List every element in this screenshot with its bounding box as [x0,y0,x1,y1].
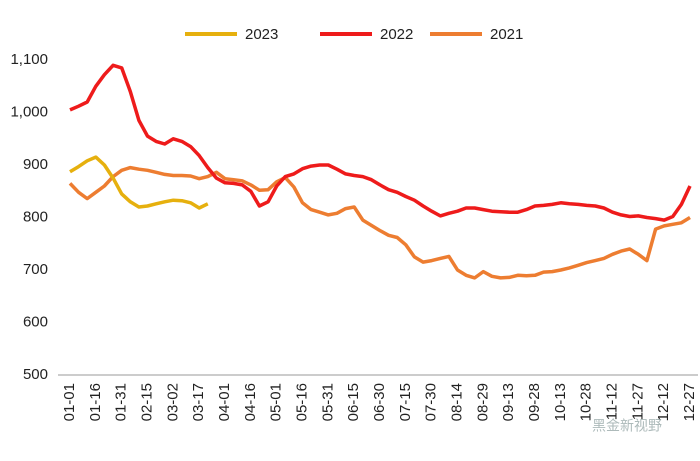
y-tick-label: 500 [23,366,48,383]
x-tick-label: 04-01 [216,383,233,421]
y-tick-label: 600 [23,313,48,330]
x-tick-label: 08-29 [474,383,491,421]
x-tick-label: 07-15 [397,383,414,421]
x-tick-label: 10-13 [552,383,569,421]
x-tick-label: 08-14 [448,383,465,421]
x-tick-label: 11-27 [629,383,646,420]
y-tick-label: 800 [23,208,48,225]
x-tick-label: 12-27 [681,383,698,421]
series-line [69,155,209,210]
y-tick-label: 700 [23,261,48,278]
series-line [69,63,692,222]
x-tick-label: 05-31 [319,383,336,421]
x-tick-label: 01-31 [113,383,130,421]
x-tick-label: 05-01 [268,383,285,421]
x-tick-label: 06-30 [371,383,388,421]
x-tick-label: 09-13 [500,383,517,421]
x-tick-label: 02-15 [138,383,155,421]
x-tick-label: 09-28 [526,383,543,421]
y-tick-label: 1,100 [10,51,48,68]
series-line [68,165,691,280]
x-tick-label: 01-16 [87,383,104,421]
x-tick-label: 10-28 [578,383,595,421]
x-tick-label: 07-30 [423,383,440,421]
x-tick-label: 01-01 [61,383,78,421]
legend-label: 2022 [380,26,413,43]
legend-label: 2023 [245,26,278,43]
x-tick-label: 06-15 [345,383,362,421]
x-tick-label: 03-17 [190,383,207,421]
x-tick-label: 03-02 [164,383,181,421]
x-tick-label: 12-12 [655,383,672,421]
legend-label: 2021 [490,26,523,43]
x-tick-label: 11-12 [603,383,620,420]
x-tick-label: 05-16 [293,383,310,421]
watermark: 黑金新视野 [592,418,662,434]
y-tick-label: 900 [23,156,48,173]
x-tick-label: 04-16 [242,383,259,421]
y-tick-label: 1,000 [10,103,48,120]
